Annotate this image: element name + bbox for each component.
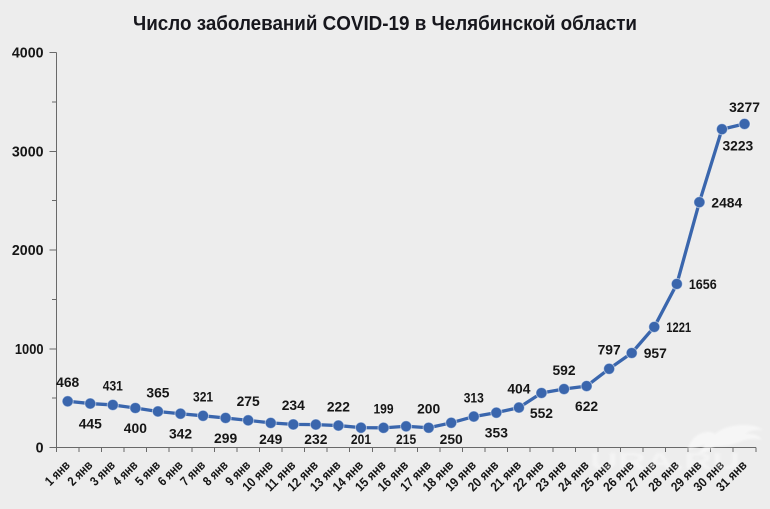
svg-text:222: 222 [327,398,350,414]
svg-text:215: 215 [396,431,416,447]
svg-text:313: 313 [464,389,484,405]
svg-text:3000: 3000 [12,143,44,160]
svg-text:321: 321 [193,389,213,405]
svg-text:957: 957 [644,345,667,361]
svg-text:1221: 1221 [666,319,691,335]
svg-text:342: 342 [169,426,192,442]
svg-text:3277: 3277 [729,99,760,115]
svg-text:400: 400 [124,420,147,436]
svg-text:797: 797 [598,342,621,358]
svg-text:201: 201 [351,431,371,447]
svg-text:431: 431 [103,378,123,394]
svg-text:592: 592 [552,362,575,378]
svg-text:250: 250 [440,431,463,447]
svg-text:299: 299 [214,430,237,446]
svg-text:URA.RU: URA.RU [590,448,740,474]
svg-text:353: 353 [485,425,508,441]
svg-text:199: 199 [373,401,393,417]
svg-text:275: 275 [237,393,260,409]
svg-text:249: 249 [259,431,282,447]
svg-text:232: 232 [304,431,327,447]
svg-text:1000: 1000 [15,341,44,358]
svg-text:365: 365 [146,384,169,400]
svg-text:404: 404 [507,380,530,396]
svg-text:234: 234 [282,397,305,413]
svg-text:1656: 1656 [689,276,717,292]
svg-text:4000: 4000 [12,45,44,62]
svg-text:200: 200 [417,401,440,417]
svg-text:445: 445 [79,416,102,432]
svg-text:622: 622 [575,398,598,414]
svg-text:2484: 2484 [711,194,742,210]
svg-text:552: 552 [530,405,553,421]
svg-text:468: 468 [56,374,79,390]
svg-text:Число заболеваний COVID-19 в Ч: Число заболеваний COVID-19 в Челябинской… [133,13,637,35]
svg-text:2000: 2000 [12,242,44,259]
svg-text:0: 0 [36,440,44,457]
svg-text:3223: 3223 [722,138,753,154]
